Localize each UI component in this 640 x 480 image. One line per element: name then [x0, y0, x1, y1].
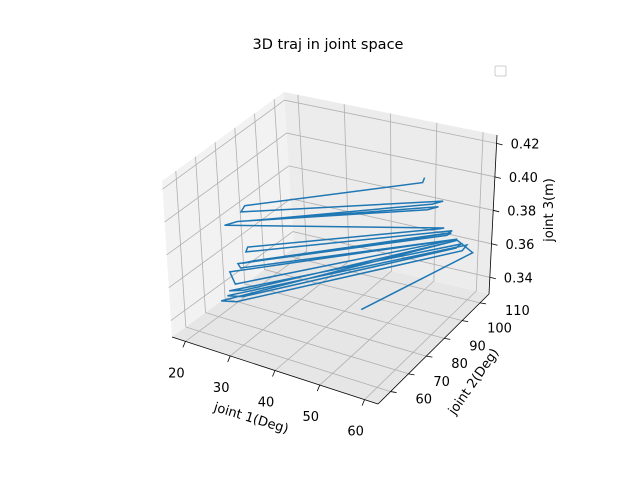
x-tick-mark-3: [316, 384, 321, 392]
x-tick-mark-0: [182, 341, 186, 348]
y-tick-label-0: 60: [416, 393, 433, 408]
left-pane: [162, 92, 294, 337]
y-tick-label-2: 80: [451, 357, 468, 372]
z-gridline-3: [164, 132, 495, 223]
y-tick-mark-2: [426, 355, 433, 358]
y-gridline-3: [234, 127, 445, 339]
x-tick-mark-1: [227, 355, 231, 363]
y-tick-mark-4: [462, 320, 469, 323]
x-tick-mark-2: [272, 370, 276, 377]
z-tick-mark-1: [491, 243, 498, 246]
y-gridline-4: [254, 113, 463, 321]
z-tick-mark-0: [489, 276, 496, 280]
x-tick-mark-4: [361, 399, 365, 406]
x-gridline-3: [319, 122, 438, 386]
y-gridline-1: [195, 156, 409, 375]
x-tick-label-2: 40: [258, 396, 275, 411]
z-tick-label-3: 0.40: [509, 171, 538, 186]
z-tick-label-0: 0.34: [504, 271, 533, 286]
x-gridline-0: [185, 94, 308, 342]
y-tick-label-4: 100: [487, 322, 512, 337]
y-tick-mark-0: [390, 391, 397, 393]
z-tick-label-4: 0.42: [511, 137, 540, 152]
z-tick-mark-2: [493, 209, 500, 213]
x-gridline-4: [364, 132, 484, 400]
y-tick-label-3: 90: [469, 339, 486, 354]
z-gridline-1: [168, 198, 492, 289]
z-axis-label: joint 3(m): [542, 178, 557, 243]
x-tick-label-3: 50: [303, 410, 320, 425]
z-tick-mark-4: [496, 142, 503, 146]
axes-panes: [162, 92, 497, 404]
z-gridline-0: [170, 231, 490, 321]
y-gridline-2: [214, 142, 427, 357]
z-gridline-4: [162, 99, 497, 190]
x-gridline-2: [274, 113, 392, 371]
y-gridline-5: [273, 99, 481, 304]
grid-lines: [162, 94, 497, 400]
axis-ticks: 2030405060607080901001100.340.360.380.40…: [168, 137, 539, 439]
z-axis-line: [488, 134, 498, 295]
y-gridline-0: [175, 170, 391, 392]
y-axis-line: [377, 293, 490, 405]
chart-title: 3D traj in joint space: [253, 37, 404, 53]
y-tick-label-5: 110: [505, 304, 530, 319]
y-tick-mark-3: [444, 337, 451, 340]
x-tick-label-4: 60: [347, 425, 364, 440]
y-tick-mark-1: [408, 373, 415, 376]
x-tick-label-1: 30: [213, 381, 230, 396]
x-tick-label-0: 20: [168, 366, 185, 381]
z-tick-label-1: 0.36: [506, 238, 535, 253]
legend-box[interactable]: [494, 65, 507, 77]
series-line-0: [221, 177, 475, 311]
z-tick-label-2: 0.38: [507, 204, 536, 219]
z-gridline-2: [166, 165, 494, 256]
series-group: [221, 177, 475, 311]
z-tick-mark-3: [494, 176, 501, 179]
y-tick-label-1: 70: [433, 375, 450, 390]
y-tick-mark-5: [479, 302, 487, 305]
